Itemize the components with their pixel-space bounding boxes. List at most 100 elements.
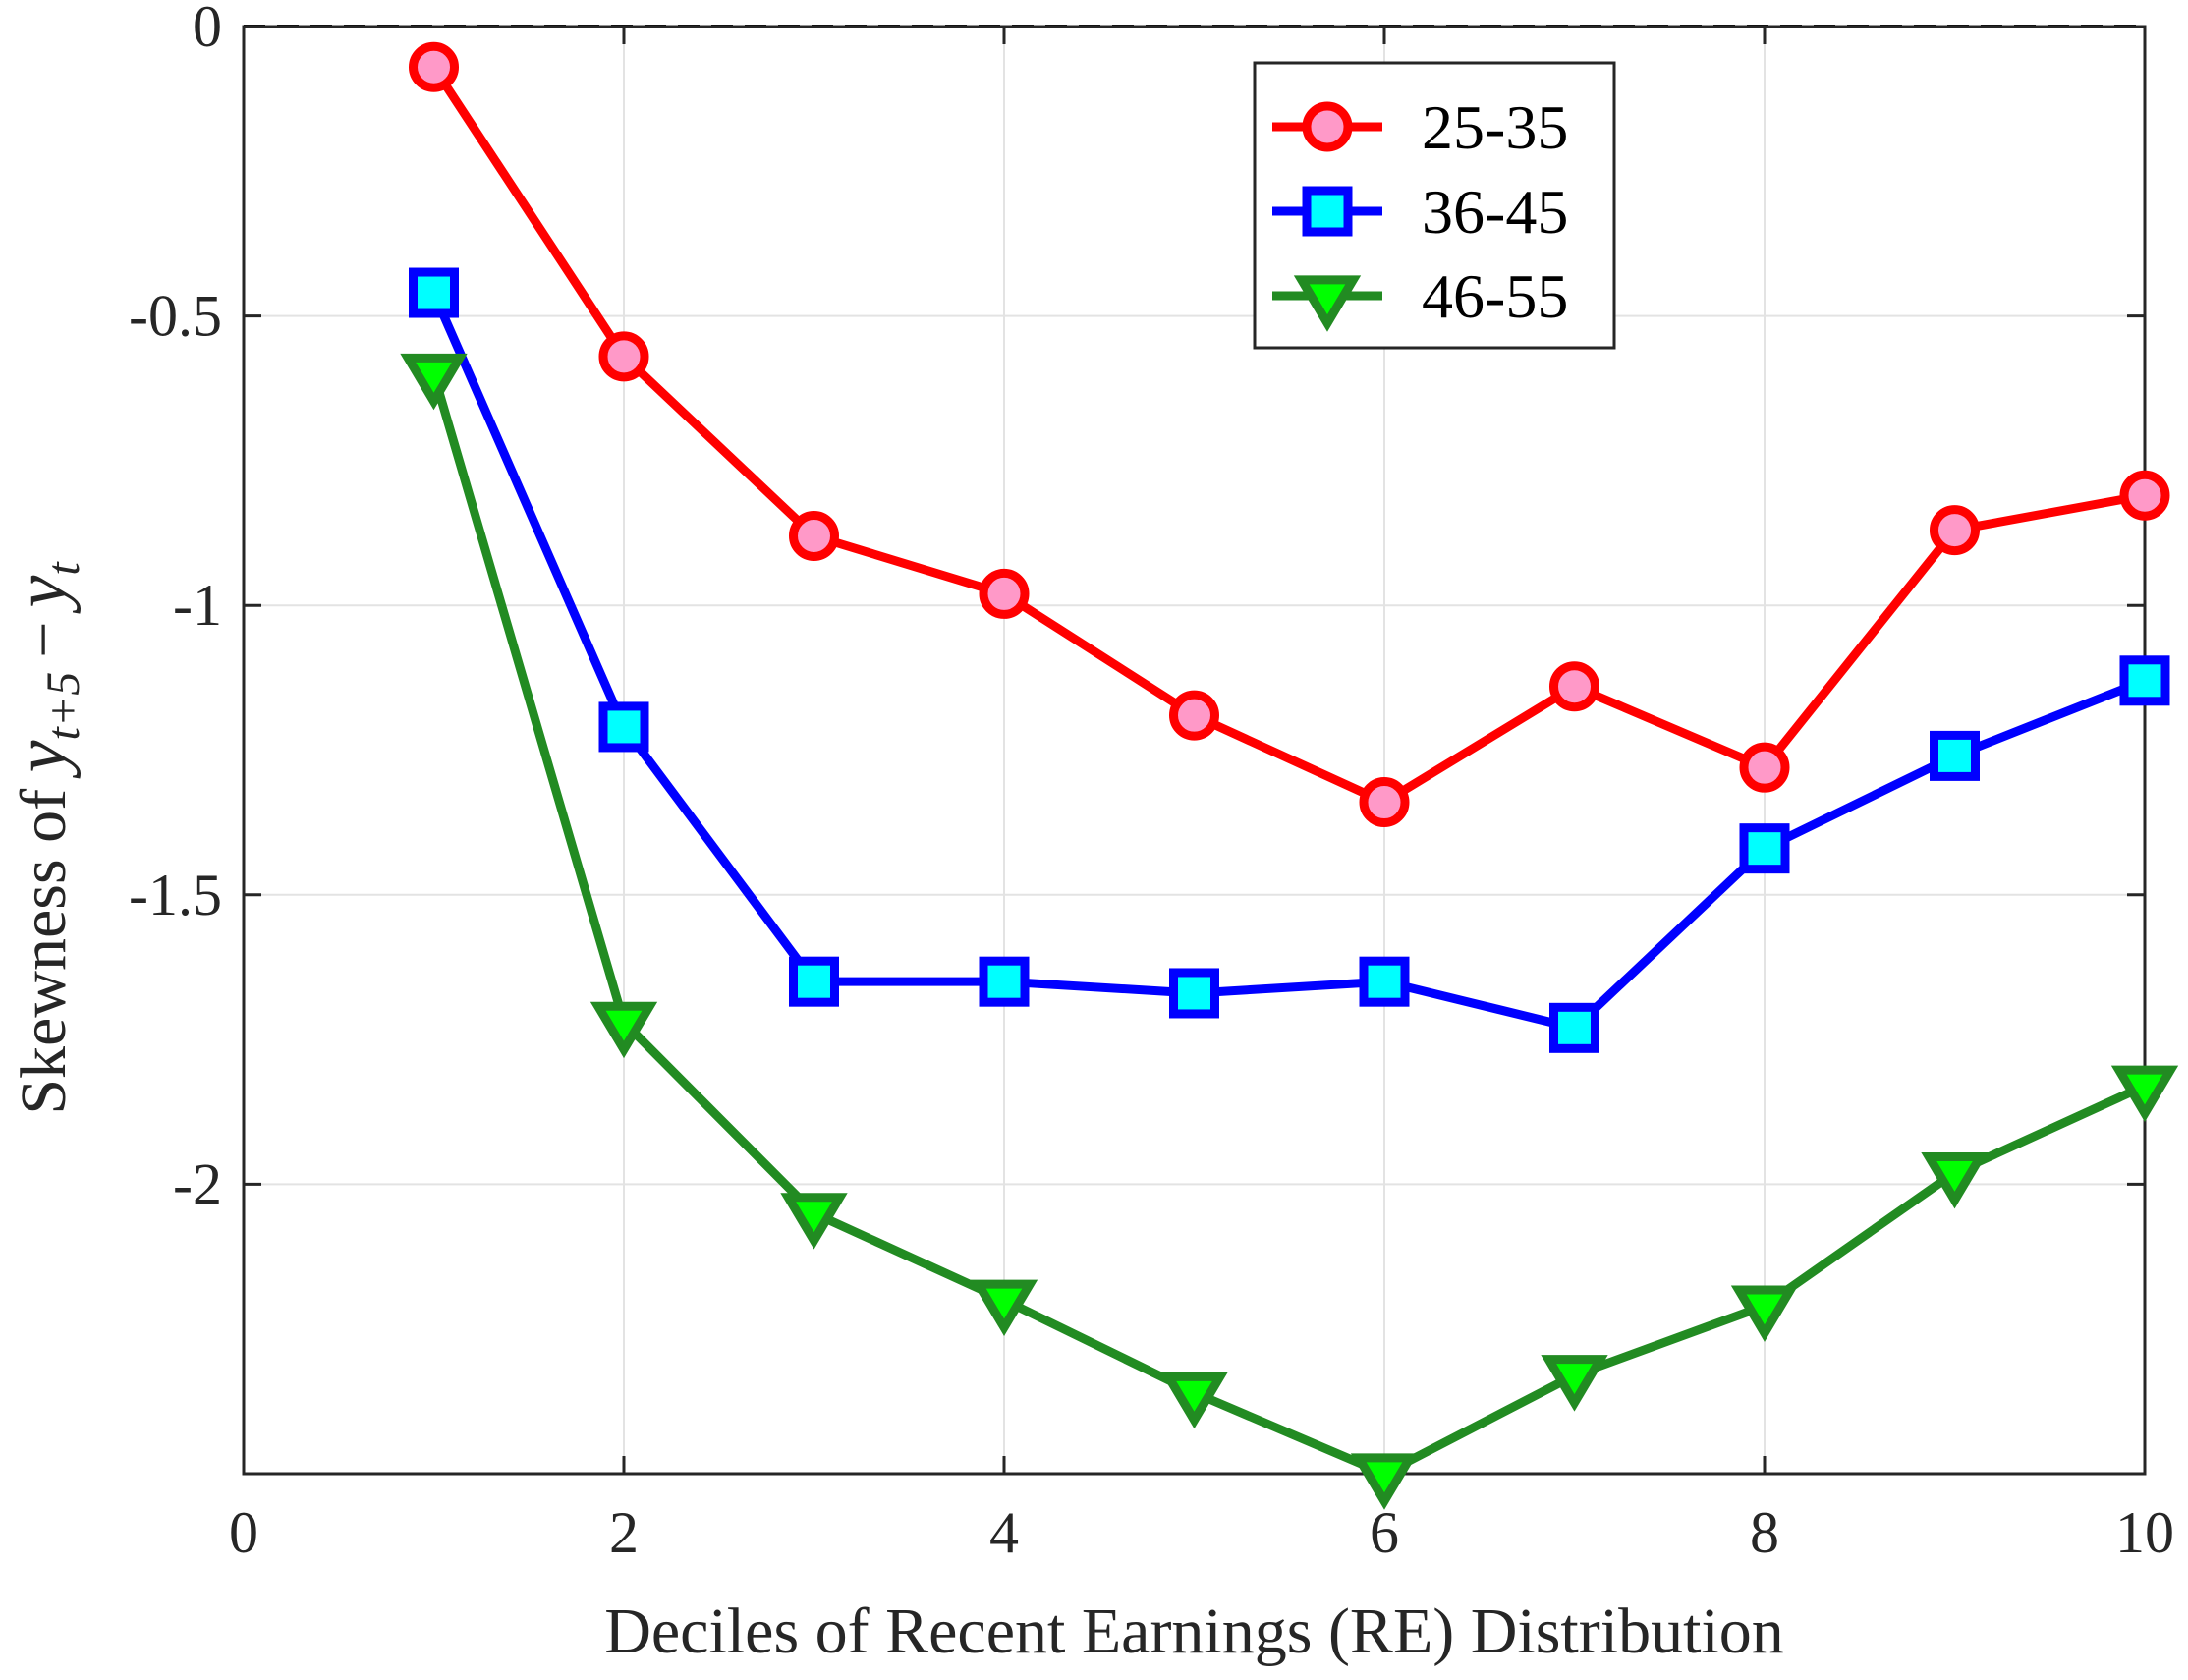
data-point: [1169, 690, 1219, 741]
square-marker: [789, 956, 839, 1007]
circle-marker: [1739, 742, 1790, 793]
y-tick-label: -1: [173, 573, 222, 638]
data-point: [1739, 742, 1790, 793]
circle-marker: [598, 331, 649, 382]
x-axis-label: Deciles of Recent Earnings (RE) Distribu…: [604, 1596, 1784, 1667]
circle-marker: [409, 41, 459, 92]
square-marker: [2119, 655, 2170, 706]
data-point: [589, 1001, 658, 1059]
y-axis-label-sub-1: t+5: [37, 672, 89, 741]
data-point: [1169, 968, 1219, 1019]
triangle-down-marker: [1921, 1151, 1989, 1209]
legend-item: 25-35: [1272, 92, 1568, 162]
grid: [244, 27, 2145, 1474]
y-axis-label: Skewness of yt+5−yt: [1, 561, 89, 1115]
square-marker: [1549, 1002, 1599, 1053]
data-point: [2119, 655, 2170, 706]
series-line: [429, 291, 2147, 1033]
square-marker: [1359, 956, 1410, 1007]
square-marker: [409, 267, 459, 318]
x-tick-label: 10: [2115, 1500, 2174, 1565]
data-point: [1930, 505, 1980, 556]
circle-marker: [979, 568, 1030, 619]
square-marker: [1302, 186, 1353, 237]
data-point: [2110, 1065, 2179, 1122]
circle-marker: [1302, 101, 1353, 152]
square-marker: [598, 701, 649, 753]
data-point: [979, 956, 1030, 1007]
triangle-down-marker: [589, 1001, 658, 1059]
square-marker: [1739, 823, 1790, 874]
y-axis-ticks: 0 -0.5 -1 -1.5 -2: [129, 0, 2145, 1216]
y-axis-label-var-2: y: [1, 576, 82, 615]
data-point: [1160, 1372, 1228, 1429]
data-point: [1359, 777, 1410, 828]
circle-marker: [1169, 690, 1219, 741]
data-point: [409, 267, 459, 318]
triangle-down-marker: [1541, 1355, 1608, 1412]
data-point: [1350, 1453, 1419, 1510]
triangle-down-marker: [2110, 1065, 2179, 1122]
plot-area-frame: [242, 25, 2147, 1476]
data-point: [598, 701, 649, 753]
x-tick-label: 8: [1750, 1500, 1779, 1565]
y-tick-label: -0.5: [129, 284, 222, 349]
data-point: [1549, 661, 1599, 712]
series-36-45: [409, 267, 2170, 1053]
triangle-down-marker: [1730, 1285, 1799, 1342]
data-point: [400, 353, 468, 411]
series-layer: [400, 41, 2179, 1510]
data-point: [780, 1193, 848, 1250]
series-line: [429, 372, 2147, 1479]
circle-marker: [789, 510, 839, 561]
data-point: [1930, 730, 1980, 781]
legend-items: 25-35 36-45 46-55: [1272, 92, 1568, 332]
series-46-55: [400, 353, 2179, 1510]
triangle-down-marker: [1160, 1372, 1228, 1429]
data-point: [1541, 1355, 1608, 1412]
legend-item: 46-55: [1272, 261, 1568, 332]
data-point: [1549, 1002, 1599, 1053]
series-25-35: [409, 41, 2170, 828]
data-point: [1359, 956, 1410, 1007]
y-tick-label: 0: [193, 0, 222, 59]
y-axis-label-var-1: y: [1, 740, 82, 779]
triangle-down-marker: [1293, 275, 1362, 332]
data-point: [970, 1279, 1038, 1336]
data-point: [789, 510, 839, 561]
x-tick-label: 2: [609, 1500, 639, 1565]
square-marker: [979, 956, 1030, 1007]
y-axis-label-prefix: Skewness of: [8, 772, 80, 1114]
data-point: [789, 956, 839, 1007]
data-point: [1730, 1285, 1799, 1342]
x-tick-label: 0: [229, 1500, 258, 1565]
data-point: [409, 41, 459, 92]
data-point: [2119, 470, 2170, 521]
circle-marker: [1930, 505, 1980, 556]
series-line: [429, 64, 2146, 808]
circle-marker: [1359, 777, 1410, 828]
x-tick-label: 4: [989, 1500, 1019, 1565]
square-marker: [1930, 730, 1980, 781]
data-point: [1921, 1151, 1989, 1209]
legend-label: 36-45: [1422, 177, 1568, 247]
legend-label: 46-55: [1422, 261, 1568, 331]
data-point: [1739, 823, 1790, 874]
triangle-down-marker: [970, 1279, 1038, 1336]
square-marker: [1169, 968, 1219, 1019]
legend: 25-35 36-45 46-55: [1253, 61, 1616, 350]
data-point: [979, 568, 1030, 619]
circle-marker: [1549, 661, 1599, 712]
legend-item: 36-45: [1272, 177, 1568, 247]
y-tick-label: -2: [173, 1151, 222, 1216]
triangle-down-marker: [400, 353, 468, 411]
y-axis-label-sub-2: t: [37, 561, 89, 576]
legend-label: 25-35: [1422, 92, 1568, 162]
circle-marker: [2119, 470, 2170, 521]
triangle-down-marker: [1350, 1453, 1419, 1510]
triangle-down-marker: [780, 1193, 848, 1250]
x-tick-label: 6: [1370, 1500, 1399, 1565]
x-axis-ticks: 0 2 4 6 8 10: [229, 27, 2174, 1565]
y-axis-label-operator: −: [8, 622, 80, 658]
